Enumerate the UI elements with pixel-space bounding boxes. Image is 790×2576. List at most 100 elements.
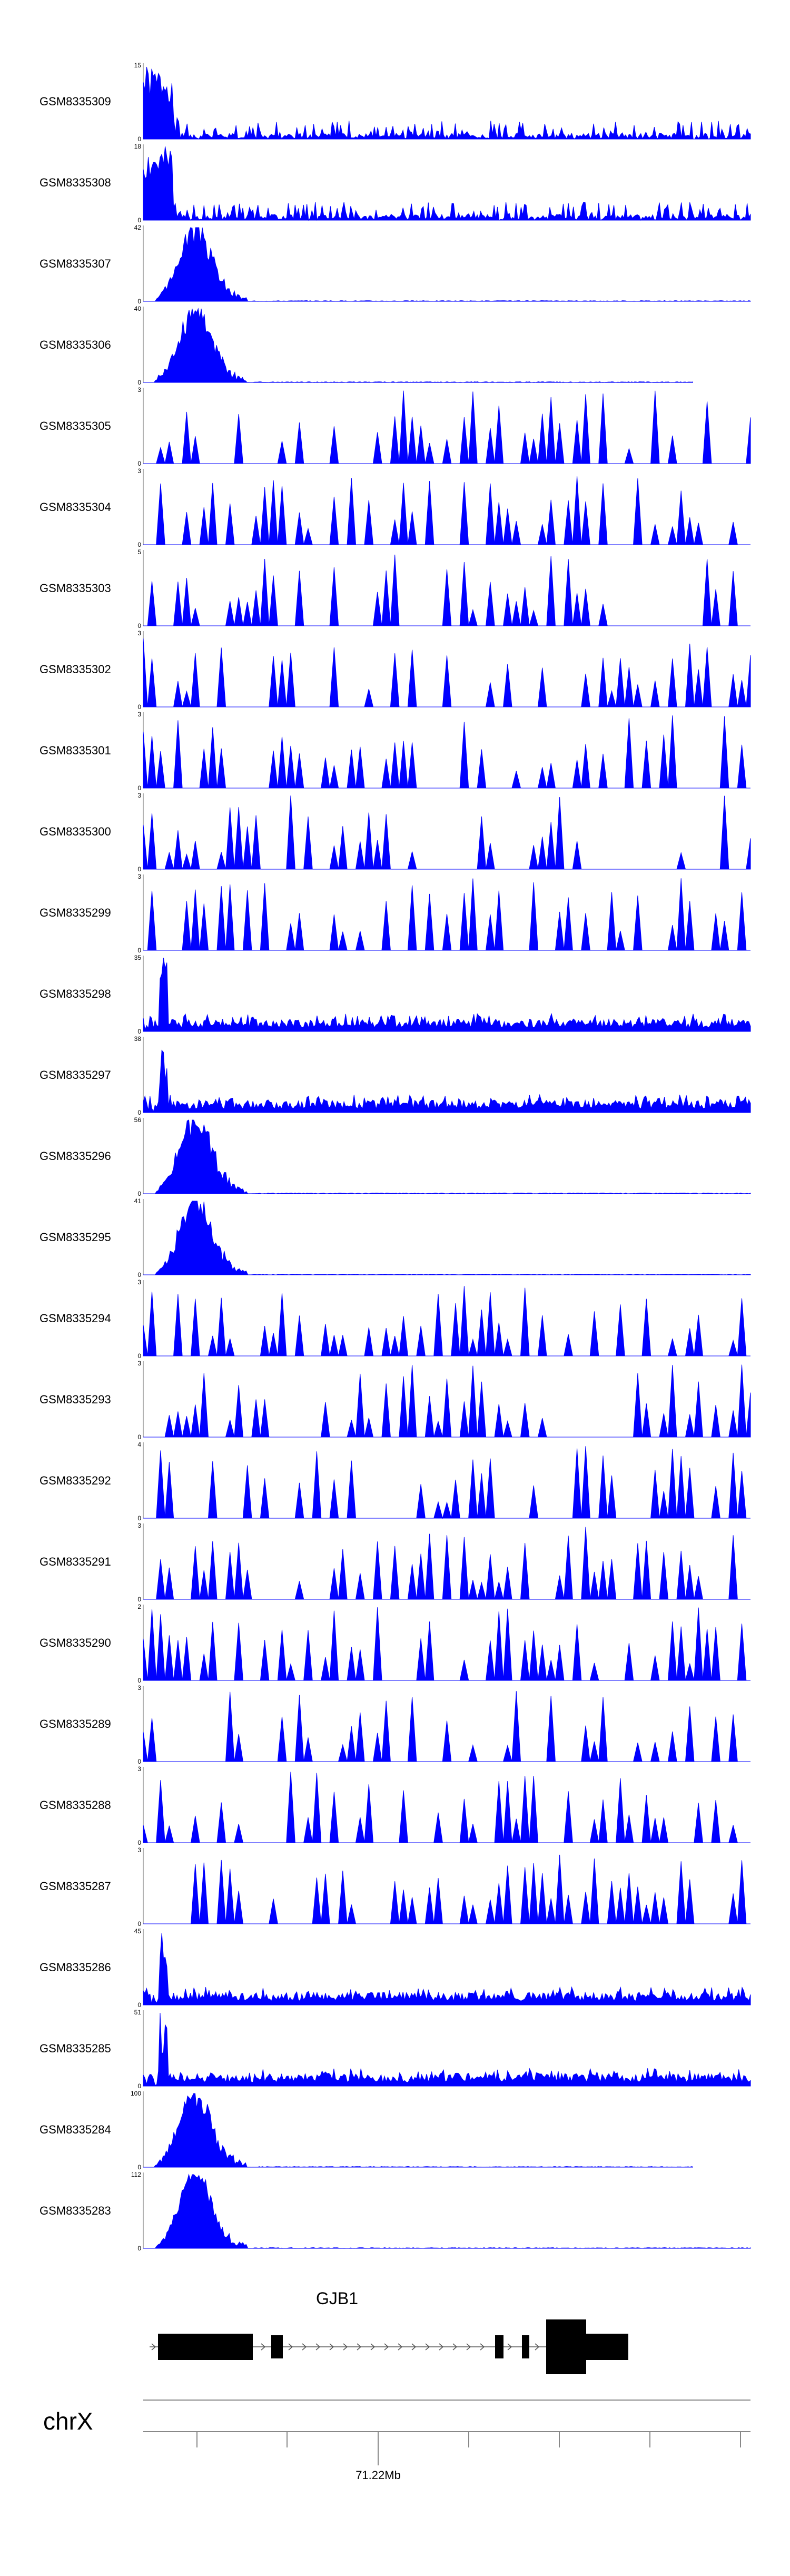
- y-min-label: 0: [137, 1271, 141, 1279]
- track-label: GSM8335305: [39, 419, 111, 432]
- strand-arrow: [315, 2343, 321, 2351]
- track-GSM8335309: GSM8335309 15 0: [39, 62, 751, 143]
- track-label: GSM8335303: [39, 582, 111, 595]
- coverage-area: [143, 146, 751, 221]
- tracks-group: GSM8335309150GSM8335308180GSM8335307420G…: [39, 62, 751, 2252]
- track-GSM8335294: GSM8335294 3 0: [39, 1279, 750, 1360]
- y-max-label: 5: [137, 548, 141, 556]
- exon-4: [522, 2335, 529, 2358]
- y-max-label: 3: [137, 386, 141, 394]
- genomic-axis: chrX 71.22Mb: [43, 2400, 750, 2482]
- strand-arrow: [480, 2343, 485, 2351]
- y-max-label: 3: [137, 467, 141, 475]
- y-min-label: 0: [137, 1515, 141, 1522]
- y-max-label: 3: [137, 1765, 141, 1773]
- track-GSM8335306: GSM8335306 40 0: [39, 305, 693, 386]
- track-label: GSM8335290: [39, 1636, 111, 1649]
- track-GSM8335300: GSM8335300 3 0: [39, 792, 751, 873]
- strand-arrow: [507, 2343, 512, 2351]
- track-GSM8335286: GSM8335286 45 0: [39, 1928, 751, 2009]
- track-label: GSM8335304: [39, 500, 111, 514]
- strand-arrow: [425, 2343, 430, 2351]
- strand-arrow: [370, 2343, 376, 2351]
- coverage-area: [143, 554, 750, 626]
- y-min-label: 0: [137, 866, 141, 873]
- track-GSM8335296: GSM8335296 56 0: [39, 1116, 751, 1197]
- track-label: GSM8335288: [39, 1798, 111, 1812]
- coverage-area: [143, 227, 751, 302]
- chromosome-label: chrX: [43, 2407, 93, 2435]
- track-GSM8335302: GSM8335302 3 0: [39, 630, 751, 711]
- track-GSM8335307: GSM8335307 42 0: [39, 224, 751, 305]
- track-GSM8335283: GSM8335283 112 0: [39, 2171, 751, 2252]
- y-max-label: 3: [137, 1684, 141, 1692]
- track-GSM8335299: GSM8335299 3 0: [39, 873, 750, 954]
- coverage-area: [143, 1364, 751, 1438]
- coverage-area: [143, 1119, 751, 1194]
- y-max-label: 56: [134, 1116, 142, 1124]
- y-max-label: 3: [137, 1522, 141, 1529]
- y-max-label: 2: [137, 1603, 141, 1610]
- track-label: GSM8335285: [39, 2042, 111, 2055]
- track-GSM8335292: GSM8335292 4 0: [39, 1441, 750, 1522]
- y-max-label: 41: [134, 1197, 142, 1205]
- y-min-label: 0: [137, 2082, 141, 2090]
- track-label: GSM8335297: [39, 1068, 111, 1081]
- track-label: GSM8335293: [39, 1393, 111, 1406]
- y-min-label: 0: [137, 622, 141, 630]
- coverage-area: [143, 390, 751, 464]
- y-min-label: 0: [137, 217, 141, 224]
- track-GSM8335297: GSM8335297 38 0: [39, 1035, 751, 1116]
- track-GSM8335289: GSM8335289 3 0: [39, 1684, 750, 1765]
- coverage-area: [143, 67, 751, 140]
- track-label: GSM8335286: [39, 1961, 111, 1974]
- track-label: GSM8335287: [39, 1880, 111, 1893]
- exon-1: [158, 2334, 253, 2360]
- track-GSM8335290: GSM8335290 2 0: [39, 1603, 750, 1684]
- y-min-label: 0: [137, 2245, 141, 2252]
- y-max-label: 3: [137, 711, 141, 718]
- track-GSM8335293: GSM8335293 3 0: [39, 1360, 751, 1441]
- exon-2: [271, 2335, 283, 2358]
- coverage-area: [143, 958, 751, 1032]
- coverage-area: [143, 2013, 751, 2087]
- track-label: GSM8335299: [39, 906, 111, 919]
- strand-arrow: [452, 2343, 458, 2351]
- coverage-area: [143, 1527, 750, 1600]
- y-max-label: 100: [131, 2090, 141, 2097]
- coverage-area: [143, 476, 750, 545]
- coverage-area: [143, 1933, 751, 2005]
- coverage-area: [143, 715, 750, 789]
- coverage-area: [143, 2174, 751, 2249]
- strand-arrow: [439, 2343, 444, 2351]
- track-GSM8335284: GSM8335284 100 0: [39, 2090, 693, 2171]
- coverage-area: [143, 2093, 693, 2168]
- strand-arrow: [302, 2343, 307, 2351]
- coverage-area: [143, 1854, 750, 1924]
- y-min-label: 0: [137, 1190, 141, 1197]
- track-label: GSM8335306: [39, 338, 111, 351]
- coverage-area: [143, 1446, 750, 1519]
- y-min-label: 0: [137, 541, 141, 548]
- track-GSM8335303: GSM8335303 5 0: [39, 548, 750, 630]
- y-max-label: 18: [134, 143, 142, 150]
- y-min-label: 0: [137, 460, 141, 467]
- y-max-label: 3: [137, 792, 141, 799]
- track-GSM8335301: GSM8335301 3 0: [39, 711, 750, 792]
- track-label: GSM8335292: [39, 1474, 111, 1487]
- track-GSM8335295: GSM8335295 41 0: [39, 1197, 751, 1279]
- y-min-label: 0: [137, 135, 141, 143]
- strand-arrow: [288, 2343, 293, 2351]
- coverage-area: [143, 1286, 750, 1356]
- track-label: GSM8335302: [39, 663, 111, 676]
- y-max-label: 3: [137, 873, 141, 880]
- y-max-label: 4: [137, 1441, 141, 1448]
- y-min-label: 0: [137, 379, 141, 386]
- y-max-label: 15: [134, 62, 142, 69]
- coverage-area: [143, 1049, 751, 1113]
- track-label: GSM8335295: [39, 1231, 111, 1244]
- y-min-label: 0: [137, 2001, 141, 2009]
- strand-arrow: [535, 2343, 540, 2351]
- exon-5-coding: [546, 2319, 586, 2374]
